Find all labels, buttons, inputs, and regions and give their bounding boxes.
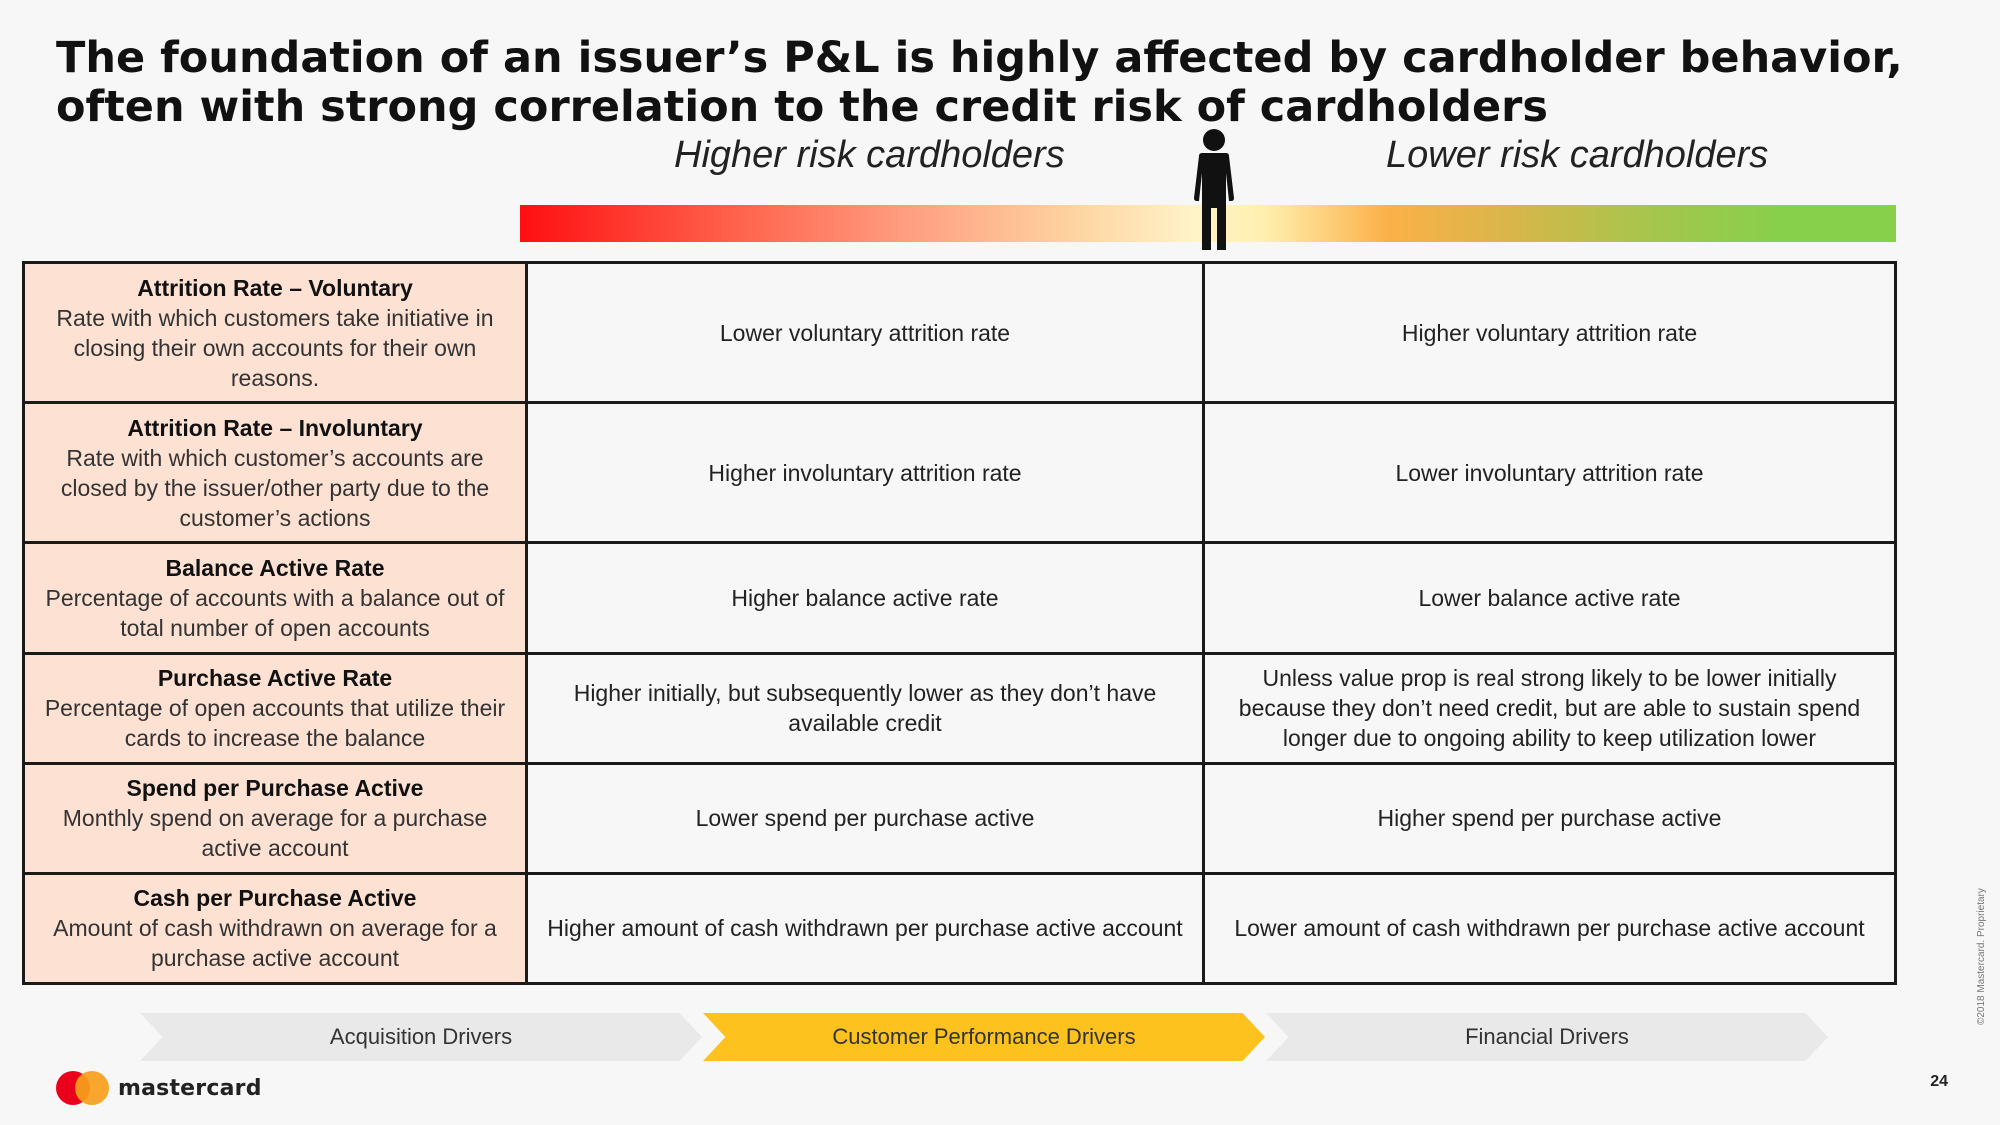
- table-row: Spend per Purchase Active Monthly spend …: [22, 761, 1897, 875]
- higher-risk-cell: Higher initially, but subsequently lower…: [525, 651, 1205, 765]
- customer-performance-drivers-chevron: Customer Performance Drivers: [703, 1013, 1265, 1061]
- lower-risk-label: Lower risk cardholders: [1386, 134, 1769, 176]
- metric-description: Monthly spend on average for a purchase …: [62, 805, 488, 862]
- higher-risk-cell: Higher balance active rate: [525, 541, 1205, 655]
- lower-risk-cell: Higher voluntary attrition rate: [1202, 260, 1897, 405]
- metric-cell: Purchase Active Rate Percentage of open …: [22, 651, 528, 765]
- metric-title: Cash per Purchase Active: [133, 885, 417, 912]
- financial-drivers-chevron: Financial Drivers: [1266, 1013, 1828, 1061]
- higher-risk-cell: Higher involuntary attrition rate: [525, 401, 1205, 545]
- table-row: Purchase Active Rate Percentage of open …: [22, 651, 1897, 765]
- higher-risk-cell: Lower spend per purchase active: [525, 761, 1205, 875]
- metric-title: Spend per Purchase Active: [126, 775, 424, 802]
- metric-cell: Balance Active Rate Percentage of accoun…: [22, 541, 528, 655]
- lower-risk-cell: Higher spend per purchase active: [1202, 761, 1897, 875]
- table-row: Attrition Rate – Involuntary Rate with w…: [22, 401, 1897, 545]
- slide-title: The foundation of an issuer’s P&L is hig…: [56, 33, 1903, 132]
- metric-description: Percentage of accounts with a balance ou…: [45, 584, 505, 641]
- behavior-table: Attrition Rate – Voluntary Rate with whi…: [22, 260, 1897, 986]
- mastercard-logo: mastercard: [56, 1071, 262, 1105]
- metric-description: Amount of cash withdrawn on average for …: [53, 915, 497, 972]
- table-row: Cash per Purchase Active Amount of cash …: [22, 871, 1897, 986]
- metric-title: Attrition Rate – Involuntary: [127, 414, 423, 441]
- metric-description: Rate with which customer’s accounts are …: [60, 444, 490, 531]
- lower-risk-cell: Lower amount of cash withdrawn per purch…: [1202, 871, 1897, 986]
- lower-risk-cell: Lower balance active rate: [1202, 541, 1897, 655]
- slide-title-line-1: The foundation of an issuer’s P&L is hig…: [56, 33, 1903, 83]
- metric-cell: Attrition Rate – Voluntary Rate with whi…: [22, 260, 528, 405]
- higher-risk-label: Higher risk cardholders: [674, 134, 1065, 176]
- metric-cell: Spend per Purchase Active Monthly spend …: [22, 761, 528, 875]
- mastercard-circles-icon: [56, 1071, 109, 1105]
- person-icon: [1194, 129, 1234, 250]
- copyright-note: ©2018 Mastercard. Proprietary: [1976, 888, 1987, 1025]
- slide-title-line-2: often with strong correlation to the cre…: [56, 82, 1548, 132]
- metric-title: Balance Active Rate: [165, 554, 385, 581]
- page-number: 24: [1930, 1073, 1948, 1090]
- table-row: Attrition Rate – Voluntary Rate with whi…: [22, 260, 1897, 405]
- metric-description: Percentage of open accounts that utilize…: [44, 695, 506, 752]
- metric-title: Purchase Active Rate: [157, 665, 393, 692]
- metric-title: Attrition Rate – Voluntary: [137, 274, 413, 301]
- lower-risk-cell: Lower involuntary attrition rate: [1202, 401, 1897, 545]
- higher-risk-cell: Lower voluntary attrition rate: [525, 260, 1205, 405]
- metric-cell: Attrition Rate – Involuntary Rate with w…: [22, 401, 528, 545]
- metric-description: Rate with which customers take initiativ…: [56, 304, 494, 391]
- lower-risk-cell: Unless value prop is real strong likely …: [1202, 651, 1897, 765]
- driver-chevrons: Acquisition Drivers Customer Performance…: [140, 1013, 1840, 1061]
- metric-cell: Cash per Purchase Active Amount of cash …: [22, 871, 528, 986]
- brand-wordmark: mastercard: [118, 1075, 262, 1101]
- higher-risk-cell: Higher amount of cash withdrawn per purc…: [525, 871, 1205, 986]
- table-row: Balance Active Rate Percentage of accoun…: [22, 541, 1897, 655]
- acquisition-drivers-chevron: Acquisition Drivers: [140, 1013, 702, 1061]
